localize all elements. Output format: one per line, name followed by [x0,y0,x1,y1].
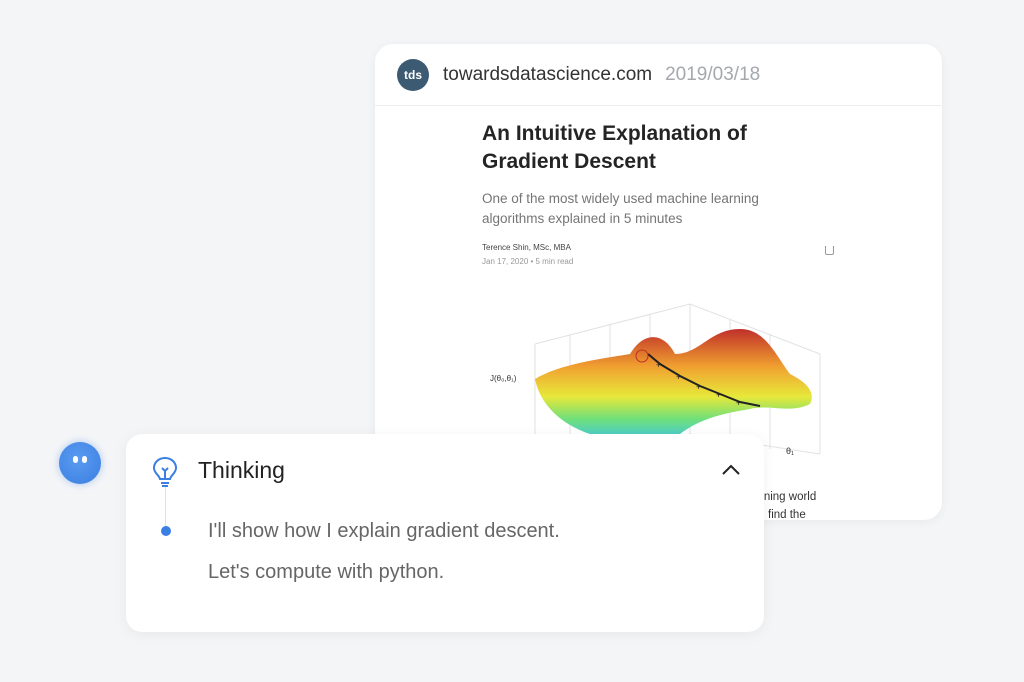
article-body-fragment: rning world [760,491,817,503]
thinking-line: Let's compute with python. [208,561,445,583]
thinking-line: I'll show how I explain gradient descent… [208,520,560,542]
descent-step-marker: + [696,382,701,392]
descent-step-marker: + [676,372,681,382]
descent-step-marker: + [736,398,741,408]
lightbulb-icon [152,456,178,487]
figure-ylabel: J(θ₀,θ₁) [490,374,517,383]
share-icon[interactable] [825,246,834,255]
start-marker [635,349,649,363]
article-title: An Intuitive Explanation of Gradient Des… [482,122,747,173]
descent-step-marker: + [716,390,721,400]
article-subtitle: One of the most widely used machine lear… [482,191,759,226]
site-logo: tds [397,58,429,91]
article-author: Terence Shin, MSc, MBA [482,243,571,252]
descent-steps: + + + + + [656,360,741,408]
timeline-dot [161,526,171,536]
article-body-fragment: find the [768,509,806,520]
site-name[interactable]: towardsdatascience.com [443,63,653,85]
article-preview: An Intuitive Explanation of Gradient Des… [482,120,812,266]
avatar-eye [82,456,87,463]
source-date: 2019/03/18 [665,63,761,85]
descent-path [647,353,761,407]
thinking-panel: Thinking I'll show how I explain gradien… [126,434,764,632]
figure-xlabel: θ₁ [786,446,794,456]
article-meta: Jan 17, 2020 • 5 min read [482,257,574,266]
timeline-line [165,487,166,527]
thinking-title: Thinking [198,457,285,483]
assistant-avatar [59,442,101,484]
descent-step-marker: + [656,360,661,370]
avatar-eye [73,456,78,463]
chevron-up-icon[interactable] [721,464,741,476]
source-header: tds towardsdatascience.com 2019/03/18 [375,44,942,106]
